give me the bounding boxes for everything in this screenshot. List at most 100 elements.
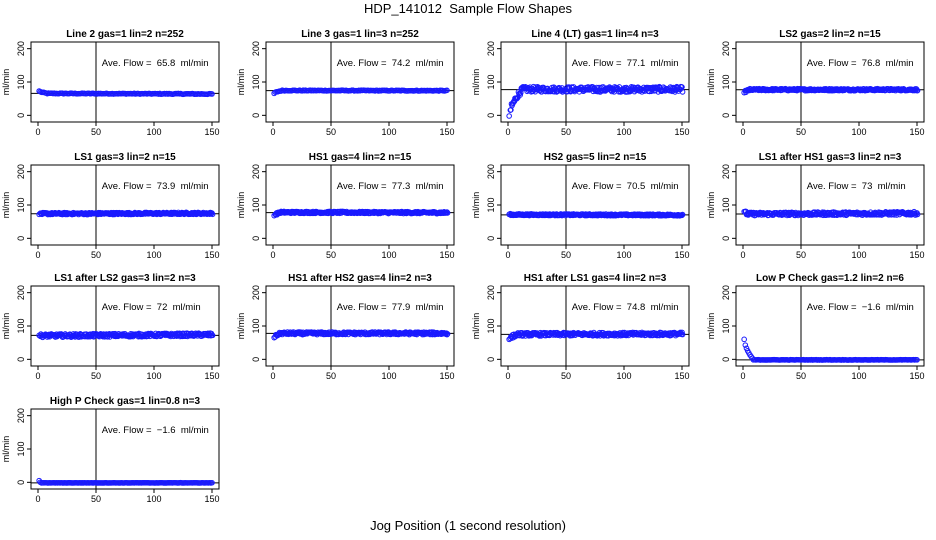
y-axis-label: ml/min [706, 192, 716, 219]
plot-frame [500, 164, 690, 246]
panel-title: LS1 after LS2 gas=3 lin=2 n=3 [54, 273, 196, 284]
panel-5: LS1 gas=3 lin=2 n=15 0 50 100 150 0 100 200 ml/m… [1, 152, 220, 260]
panel-2: Line 3 gas=1 lin=3 n=252 0 50 100 150 0 100 200… [236, 29, 455, 137]
y-tick-label: 0 [16, 480, 26, 485]
plot-frame [30, 408, 220, 490]
y-tick-label: 0 [251, 113, 261, 118]
y-axis-label: ml/min [471, 313, 481, 340]
y-tick-label: 100 [486, 197, 496, 212]
y-tick-label: 0 [251, 236, 261, 241]
data-point [742, 342, 749, 348]
x-tick-label: 100 [851, 250, 866, 260]
y-axis-label: ml/min [1, 192, 11, 219]
y-tick-label: 100 [486, 74, 496, 89]
y-tick-label: 100 [16, 197, 26, 212]
panel-title: High P Check gas=1 lin=0.8 n=3 [50, 396, 201, 407]
panel-3: Line 4 (LT) gas=1 lin=4 n=3 0 50 100 150 0 100… [471, 29, 690, 137]
x-tick-label: 50 [796, 127, 806, 137]
x-tick-label: 100 [616, 371, 631, 381]
x-tick-label: 50 [326, 250, 336, 260]
average-flow-annotation: Ave. Flow = −1.6 ml/min [102, 425, 209, 436]
y-tick-label: 200 [486, 41, 496, 56]
y-tick-label: 100 [251, 318, 261, 333]
y-tick-label: 0 [16, 357, 26, 362]
y-axis-label: ml/min [236, 313, 246, 340]
y-tick-label: 100 [721, 197, 731, 212]
panel-title: HS2 gas=5 lin=2 n=15 [544, 152, 647, 163]
x-tick-label: 0 [505, 250, 510, 260]
y-tick-label: 100 [16, 441, 26, 456]
data-point [914, 211, 921, 218]
x-tick-label: 100 [381, 250, 396, 260]
data-point [444, 331, 450, 338]
x-tick-label: 150 [439, 250, 454, 260]
panel-4: LS2 gas=2 lin=2 n=15 0 50 100 150 0 100 200 ml/m… [706, 29, 925, 137]
panel-title: Line 2 gas=1 lin=2 n=252 [66, 29, 184, 40]
x-tick-label: 100 [146, 371, 161, 381]
x-tick-label: 150 [204, 250, 219, 260]
x-tick-label: 100 [146, 127, 161, 137]
data-point [914, 357, 920, 363]
average-flow-annotation: Ave. Flow = 76.8 ml/min [807, 58, 914, 69]
y-tick-label: 200 [16, 164, 26, 179]
x-tick-label: 100 [851, 127, 866, 137]
panel-title: Line 3 gas=1 lin=3 n=252 [301, 29, 419, 40]
data-point [209, 211, 216, 218]
y-tick-label: 100 [721, 74, 731, 89]
y-tick-label: 0 [251, 357, 261, 362]
data-point [741, 336, 747, 343]
x-tick-label: 100 [381, 371, 396, 381]
y-tick-label: 100 [721, 318, 731, 333]
average-flow-annotation: Ave. Flow = −1.6 ml/min [807, 302, 914, 313]
data-point [914, 87, 921, 94]
x-tick-label: 100 [851, 371, 866, 381]
panel-1: Line 2 gas=1 lin=2 n=252 0 50 100 150 0 100 200… [1, 29, 220, 137]
x-tick-label: 0 [740, 127, 745, 137]
panel-8: LS1 after HS1 gas=3 lin=2 n=3 0 50 100 150 0 1… [706, 152, 925, 260]
y-tick-label: 100 [251, 74, 261, 89]
x-tick-label: 100 [146, 494, 161, 504]
plot-frame [500, 41, 690, 123]
average-flow-annotation: Ave. Flow = 74.2 ml/min [337, 58, 444, 69]
y-axis-label: ml/min [1, 69, 11, 96]
panel-13: High P Check gas=1 lin=0.8 n=3 0 50 100 150 0… [1, 396, 220, 504]
average-flow-annotation: Ave. Flow = 70.5 ml/min [572, 181, 679, 192]
x-tick-label: 50 [796, 250, 806, 260]
x-tick-label: 150 [674, 250, 689, 260]
panel-6: HS1 gas=4 lin=2 n=15 0 50 100 150 0 100 200 ml/m… [236, 152, 455, 260]
x-tick-label: 50 [561, 371, 571, 381]
x-tick-label: 50 [91, 127, 101, 137]
average-flow-annotation: Ave. Flow = 73.9 ml/min [102, 181, 209, 192]
x-tick-label: 150 [909, 250, 924, 260]
x-tick-label: 150 [439, 127, 454, 137]
x-tick-label: 100 [616, 250, 631, 260]
average-flow-annotation: Ave. Flow = 77.9 ml/min [337, 302, 444, 313]
y-tick-label: 200 [486, 285, 496, 300]
data-point [444, 210, 451, 216]
y-tick-label: 200 [16, 41, 26, 56]
average-flow-annotation: Ave. Flow = 65.8 ml/min [102, 58, 209, 69]
y-tick-label: 200 [721, 285, 731, 300]
x-tick-label: 0 [740, 250, 745, 260]
x-tick-label: 0 [35, 250, 40, 260]
plot-frame [265, 285, 455, 367]
x-tick-label: 50 [326, 371, 336, 381]
panel-title: LS1 after HS1 gas=3 lin=2 n=3 [759, 152, 902, 163]
x-tick-label: 50 [796, 371, 806, 381]
x-tick-label: 100 [146, 250, 161, 260]
data-point [444, 331, 451, 337]
plot-frame [735, 164, 925, 246]
panel-10: HS1 after HS2 gas=4 lin=2 n=3 0 50 100 150 0 1… [236, 273, 455, 381]
x-tick-label: 0 [270, 250, 275, 260]
y-tick-label: 0 [16, 113, 26, 118]
panel-title: HS1 after LS1 gas=4 lin=2 n=3 [524, 273, 667, 284]
panel-12: Low P Check gas=1.2 lin=2 n=6 0 50 100 150 0 1… [706, 273, 925, 381]
x-tick-label: 0 [35, 371, 40, 381]
y-tick-label: 200 [251, 285, 261, 300]
y-tick-label: 0 [721, 113, 731, 118]
data-point [513, 95, 520, 102]
y-tick-label: 200 [251, 164, 261, 179]
y-tick-label: 200 [16, 285, 26, 300]
panel-9: LS1 after LS2 gas=3 lin=2 n=3 0 50 100 150 0 1… [1, 273, 220, 381]
data-point [444, 87, 450, 94]
